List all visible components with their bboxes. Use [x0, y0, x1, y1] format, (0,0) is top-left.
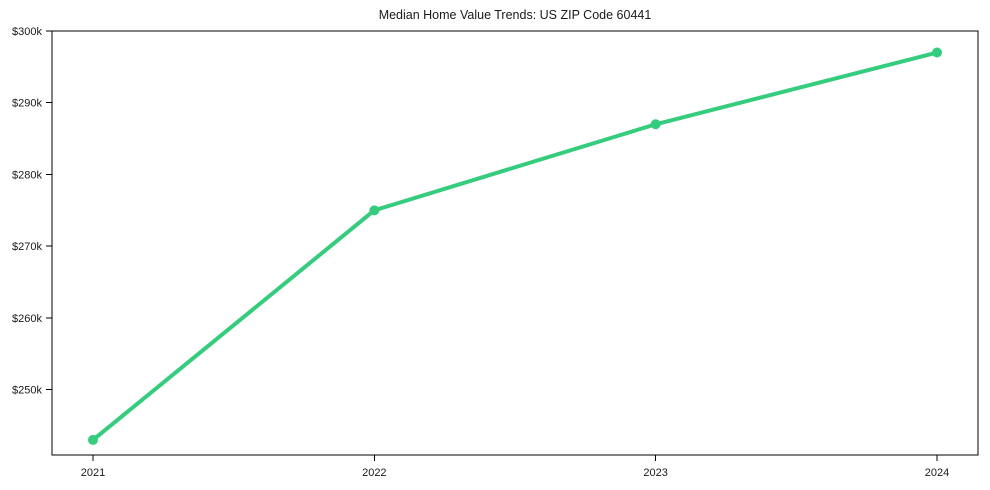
data-point-marker: [650, 119, 661, 130]
plot-border: [51, 30, 979, 456]
y-tick-label: $300k: [12, 26, 42, 38]
x-tick-label: 2022: [362, 467, 386, 479]
data-point-marker: [932, 47, 942, 58]
y-tick-label: $250k: [12, 385, 42, 397]
data-point-marker: [88, 434, 98, 445]
x-tick-label: 2024: [925, 467, 949, 479]
y-tick-label: $290k: [12, 98, 42, 110]
x-tick-label: 2023: [643, 467, 667, 479]
chart-title: Median Home Value Trends: US ZIP Code 60…: [378, 8, 652, 22]
y-tick-label: $280k: [12, 169, 42, 181]
x-tick-label: 2021: [81, 467, 105, 479]
y-tick-label: $270k: [12, 241, 42, 253]
y-tick-label: $260k: [12, 313, 42, 325]
data-point-marker: [369, 205, 380, 216]
trend-line: [91, 50, 939, 442]
